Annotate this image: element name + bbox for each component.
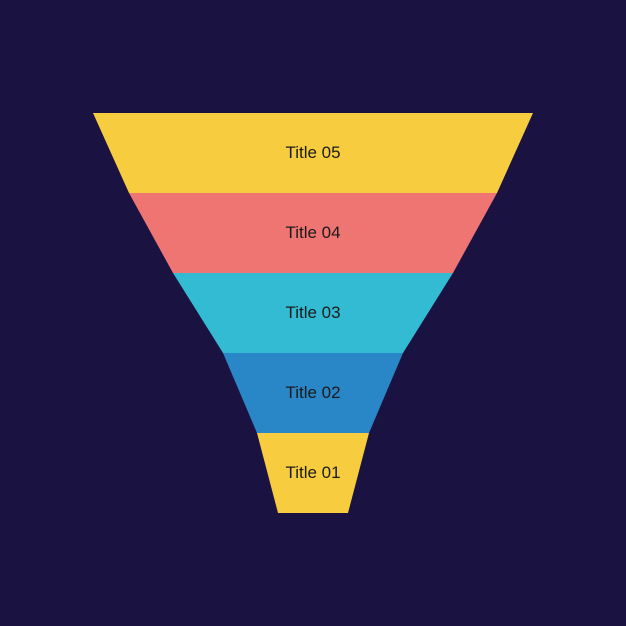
funnel-label-1: Title 04 — [285, 223, 340, 243]
funnel-label-2: Title 03 — [285, 303, 340, 323]
funnel-label-0: Title 05 — [285, 143, 340, 163]
funnel-label-4: Title 01 — [285, 463, 340, 483]
funnel-label-3: Title 02 — [285, 383, 340, 403]
funnel-diagram: Title 05 Title 04 Title 03 Title 02 Title 01 — [93, 113, 533, 513]
